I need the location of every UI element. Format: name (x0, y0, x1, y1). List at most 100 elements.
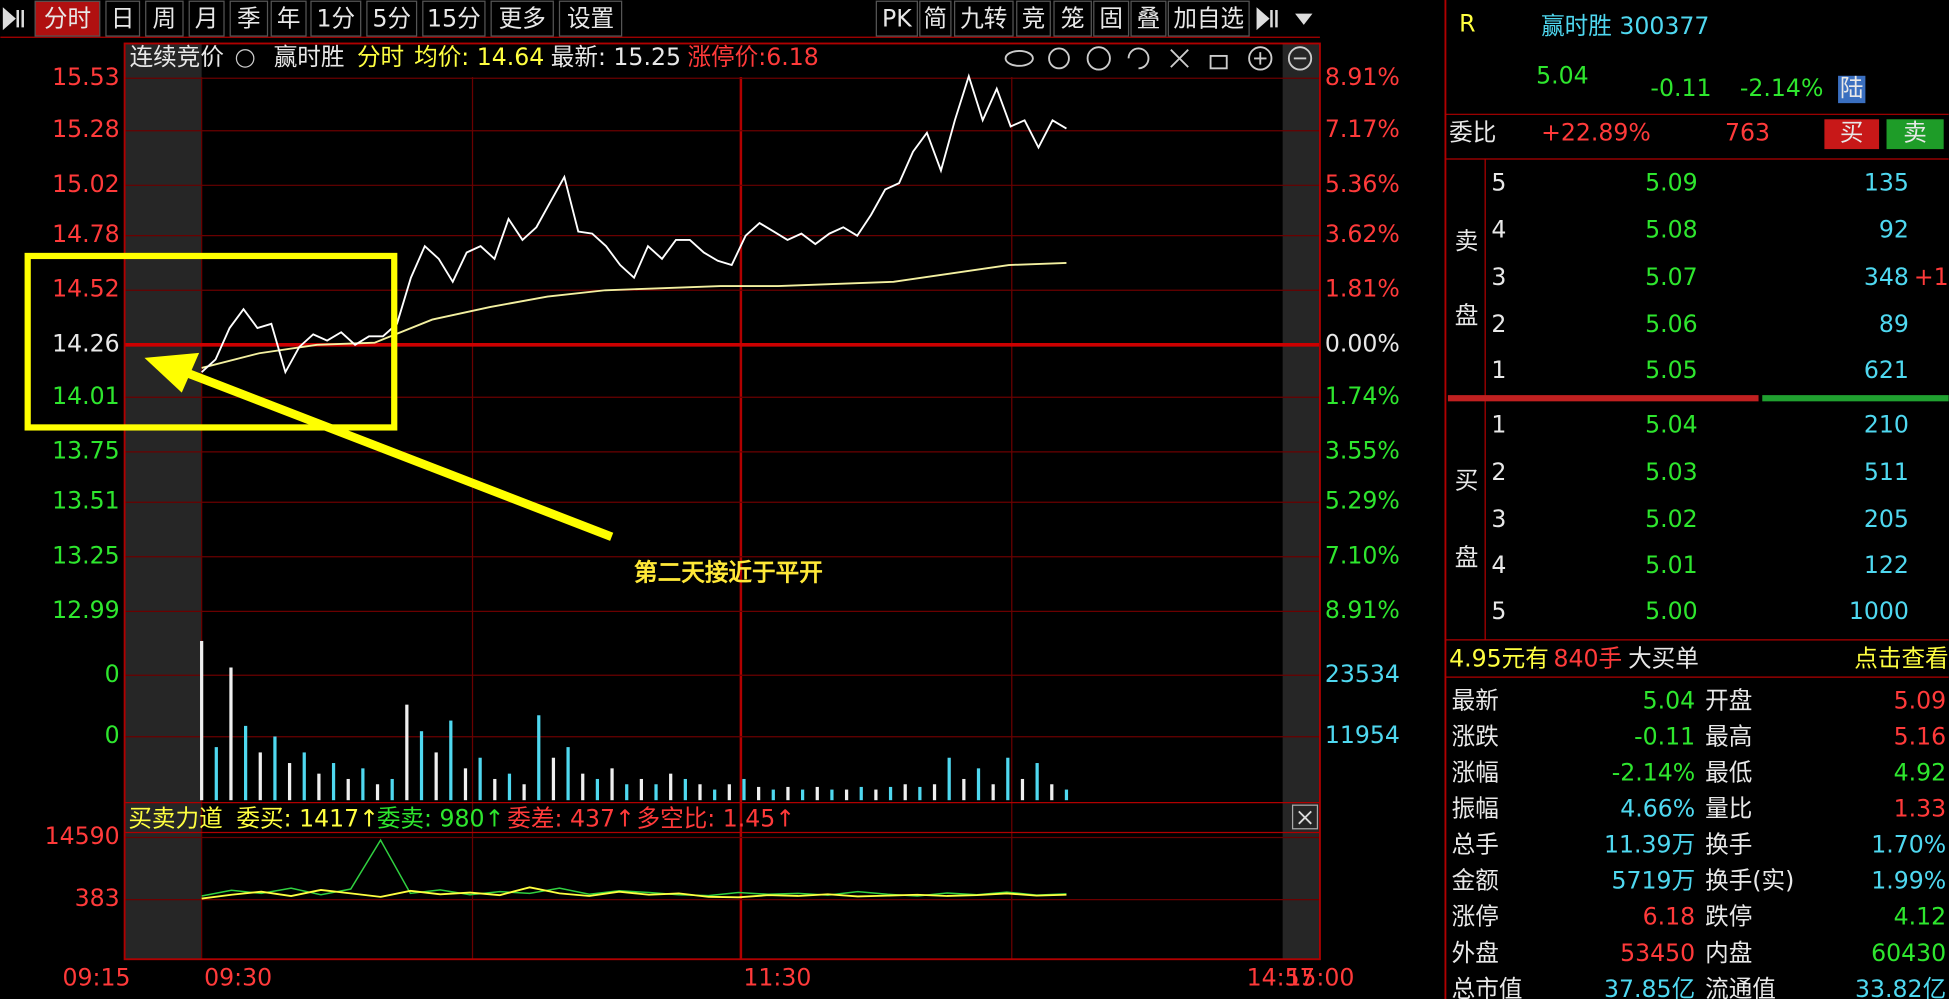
x-label: 09:15 (62, 964, 130, 992)
ind-title: 买卖力道 (128, 805, 222, 833)
y2-tick-label: 8.91% (1325, 63, 1400, 91)
tab-label[interactable]: 设置 (567, 4, 614, 32)
tab[interactable] (490, 0, 554, 37)
tab-label[interactable]: 月 (195, 4, 219, 32)
tool-label[interactable]: 竞 (1022, 4, 1046, 32)
tab-label[interactable]: 更多 (499, 4, 546, 32)
tool[interactable] (875, 0, 918, 37)
tab[interactable] (34, 0, 101, 37)
volume-bar (595, 778, 600, 801)
x-label: 11:30 (743, 964, 811, 992)
tab-label[interactable]: 年 (277, 4, 301, 32)
volume-bar (918, 786, 922, 801)
volume-bar (507, 773, 512, 801)
ind-diff: 委差: 437↑ (507, 805, 634, 833)
stat-value: 5.04 (1643, 687, 1696, 715)
tab[interactable] (422, 0, 486, 37)
ind-ratio: 多空比: 1.45↑ (637, 805, 796, 833)
volume-bar (625, 784, 629, 801)
tab-label[interactable]: 周 (153, 4, 177, 32)
stat-label: 外盘 (1452, 939, 1499, 967)
tool[interactable] (953, 0, 1014, 37)
tab[interactable] (145, 0, 184, 37)
sell-button-label[interactable]: 卖 (1903, 119, 1927, 147)
y2-tick-label: 5.29% (1325, 487, 1400, 515)
info-limit: 涨停价:6.18 (687, 43, 818, 71)
tool-label[interactable]: 九转 (960, 4, 1007, 32)
tool[interactable] (1093, 0, 1130, 37)
tab[interactable] (270, 0, 307, 37)
tool-label[interactable]: 笼 (1061, 4, 1085, 32)
tab-label[interactable]: 5分 (372, 4, 411, 32)
volume-bar (405, 704, 409, 801)
tool[interactable] (1053, 0, 1092, 37)
chart-tools[interactable] (1004, 46, 1313, 71)
tab[interactable] (105, 0, 141, 37)
sell-button[interactable] (1886, 119, 1944, 150)
level-price: 5.07 (1645, 263, 1698, 291)
view-more[interactable]: 点击查看 (1854, 644, 1948, 672)
y2-tick-label: 3.62% (1325, 220, 1400, 248)
tool[interactable] (1016, 0, 1051, 37)
close-button[interactable] (1291, 804, 1319, 830)
toolbar: 分时日周月季年 1分 5分 15分 更多 设置 PK 简九转竞笼固叠加自选 (2, 0, 1313, 37)
volume-bar (478, 757, 482, 801)
info-icon[interactable] (235, 49, 255, 68)
tab-label[interactable]: 日 (111, 4, 135, 32)
tab[interactable] (188, 0, 225, 37)
tool[interactable] (1167, 0, 1250, 37)
tool[interactable] (919, 0, 952, 37)
level-price: 5.02 (1645, 505, 1698, 533)
toolbar-icon[interactable] (1256, 7, 1278, 31)
stat-value: 1.99% (1871, 867, 1946, 895)
volume-bar (287, 763, 292, 801)
tool-label[interactable]: 简 (924, 4, 948, 32)
tool[interactable] (1130, 0, 1167, 37)
toolbar-icon[interactable] (1295, 13, 1313, 25)
volume-bar (317, 773, 321, 801)
postmarket-band (1282, 43, 1320, 960)
buy-button-label[interactable]: 买 (1840, 119, 1864, 147)
stat-label: 量比 (1705, 795, 1752, 823)
badge-bg (1838, 75, 1866, 104)
tab[interactable] (310, 0, 362, 37)
volume-bar (449, 720, 453, 801)
volume-bar (757, 786, 761, 801)
tool-label[interactable]: 叠 (1137, 4, 1161, 32)
tab-label[interactable]: 分时 (44, 4, 91, 32)
stat-label: 最低 (1705, 759, 1752, 787)
y-tick-label: 13.25 (52, 541, 120, 569)
level: 3 (1491, 263, 1506, 291)
stat-value: 53450 (1620, 939, 1695, 967)
volume-bar (698, 784, 702, 801)
tab-label[interactable]: 15分 (427, 4, 481, 32)
tool-label[interactable]: 加自选 (1173, 4, 1244, 32)
volume-bar (419, 731, 424, 801)
arrow-shaft (185, 368, 614, 541)
level: 5 (1491, 168, 1506, 196)
tab[interactable] (558, 0, 623, 37)
y-tick-label: 14.78 (52, 220, 120, 248)
volume-bar (610, 768, 614, 801)
big-order-label: 大买单 (1628, 644, 1699, 672)
stat-value: 1.33 (1894, 795, 1947, 823)
buy-button[interactable] (1824, 119, 1880, 150)
toolbar-icon[interactable] (2, 7, 24, 31)
level-volume: 89 (1879, 310, 1909, 338)
arrow-head (144, 352, 200, 393)
volume-bar (1020, 778, 1025, 801)
tool-label[interactable]: 固 (1099, 4, 1123, 32)
volume-bar (346, 778, 350, 801)
tab[interactable] (366, 0, 418, 37)
stat-value: 11.39万 (1604, 831, 1695, 859)
tab-label[interactable]: 1分 (317, 4, 356, 32)
tab-label[interactable]: 季 (237, 4, 261, 32)
annotation: 第二天接近于平开 (634, 559, 823, 587)
level: 4 (1491, 551, 1506, 579)
volume-bar (771, 789, 775, 801)
tool-label[interactable]: PK (882, 4, 912, 32)
tab[interactable] (229, 0, 269, 37)
volume-bar (302, 752, 306, 801)
flag: R (1459, 9, 1475, 37)
side-label: 买 (1455, 467, 1479, 495)
